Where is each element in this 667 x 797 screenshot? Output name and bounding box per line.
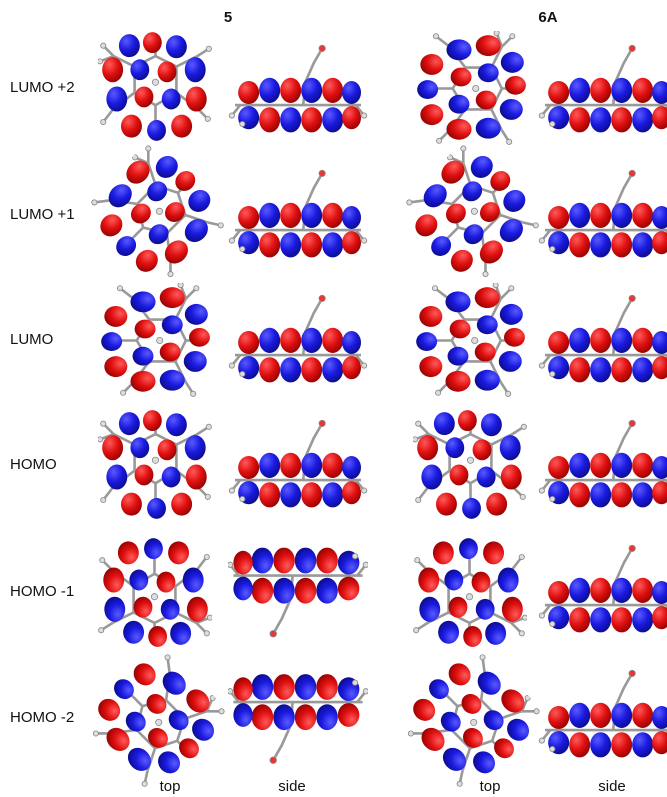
row-label: HOMO -2 [10, 709, 74, 726]
column-header: 6A [538, 9, 557, 26]
page: 5 6A LUMO +2 LUMO +1 LUMO HOMO HOMO -1 H… [0, 0, 667, 797]
view-label: side [598, 778, 626, 795]
figure: 5 6A LUMO +2 LUMO +1 LUMO HOMO HOMO -1 H… [0, 0, 667, 797]
view-label: top [160, 778, 181, 795]
orbital-images [77, 30, 667, 797]
column-header: 5 [224, 9, 232, 26]
row-label: HOMO [10, 456, 57, 473]
row-label: LUMO +2 [10, 79, 75, 96]
row-label: HOMO -1 [10, 583, 74, 600]
row-label: LUMO +1 [10, 206, 75, 223]
view-label: top [480, 778, 501, 795]
row-label: LUMO [10, 331, 53, 348]
view-label: side [278, 778, 306, 795]
